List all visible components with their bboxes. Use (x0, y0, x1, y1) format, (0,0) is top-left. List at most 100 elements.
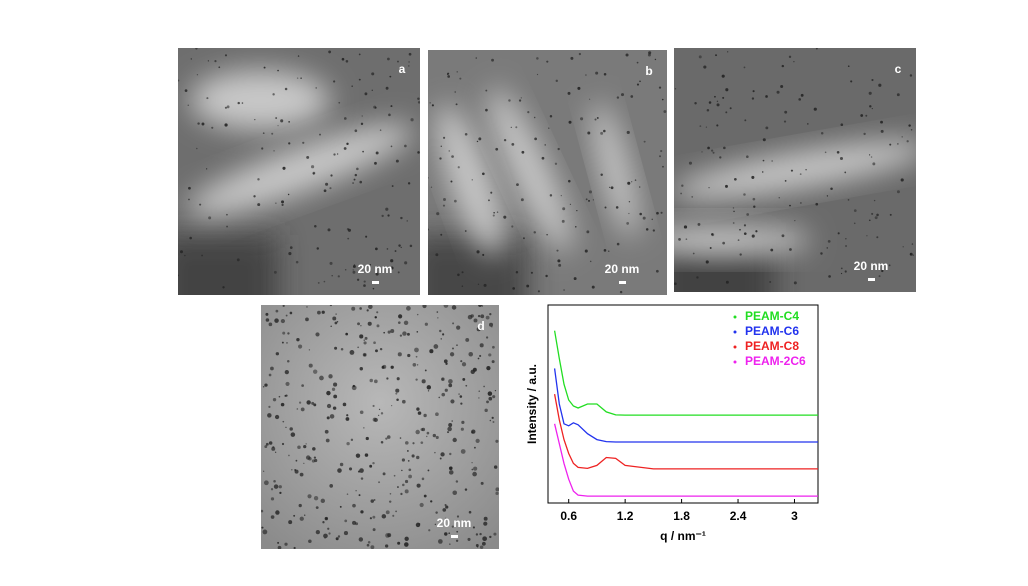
particle (404, 536, 409, 541)
particle (544, 144, 546, 146)
particle (328, 50, 332, 54)
particle (178, 79, 180, 82)
particle (406, 220, 409, 222)
particle (783, 120, 787, 123)
particle (282, 305, 285, 307)
particle (688, 161, 693, 165)
particle (257, 203, 261, 207)
particle (897, 143, 899, 145)
particle (396, 377, 400, 381)
particle (440, 233, 443, 236)
particle (515, 126, 518, 129)
particle (365, 436, 369, 441)
particle (348, 467, 353, 471)
particle (871, 107, 873, 110)
particle (784, 180, 787, 182)
bright-streak (488, 88, 572, 252)
particle (201, 254, 203, 257)
particle (367, 540, 371, 544)
particle (850, 80, 853, 83)
particle (827, 240, 831, 243)
particle (878, 275, 881, 278)
particle (420, 428, 424, 431)
particle (460, 402, 463, 405)
particle (397, 541, 401, 545)
particle (900, 178, 904, 182)
particle (379, 347, 383, 351)
x-tick-label: 2.4 (730, 509, 747, 523)
particle (329, 305, 332, 307)
particle (333, 153, 336, 156)
particle (845, 245, 848, 248)
particle (911, 243, 914, 245)
particle (188, 198, 190, 201)
scale-label: 20 nm (358, 262, 393, 276)
particle (438, 396, 441, 399)
particle (567, 91, 571, 95)
particle (722, 96, 725, 99)
particle (367, 321, 372, 326)
particle (382, 472, 386, 476)
particle (287, 360, 290, 363)
particle (300, 77, 302, 79)
particle (406, 306, 411, 311)
particle (424, 322, 428, 326)
particle (739, 253, 742, 256)
particle (360, 325, 362, 327)
particle (533, 116, 536, 119)
particle (455, 480, 459, 483)
particle (714, 95, 716, 98)
particle (455, 103, 458, 106)
particle (880, 129, 884, 133)
particle (417, 411, 422, 415)
particle (397, 271, 400, 274)
particle (418, 522, 421, 525)
particle (272, 397, 277, 402)
particle (401, 469, 403, 472)
particle (324, 537, 326, 539)
particle (337, 275, 340, 278)
particle (408, 65, 410, 67)
particle (363, 284, 366, 287)
particle (434, 451, 436, 454)
particle (288, 142, 291, 145)
particle (406, 332, 410, 336)
particle (491, 58, 494, 62)
particle (406, 450, 409, 452)
particle (345, 60, 349, 63)
particle (725, 280, 729, 284)
particle (357, 346, 360, 349)
particle (491, 416, 494, 419)
particle (794, 220, 796, 222)
particle (642, 216, 646, 220)
particle (472, 471, 477, 477)
particle (359, 468, 364, 473)
particle (639, 80, 641, 83)
particle (284, 370, 289, 375)
particle (265, 312, 269, 316)
particle (781, 64, 785, 68)
particle (442, 204, 446, 207)
particle (536, 73, 539, 76)
particle (908, 124, 911, 127)
particle (709, 247, 712, 249)
particle (441, 392, 446, 397)
particle (298, 503, 302, 508)
particle (460, 449, 466, 454)
particle (654, 58, 657, 61)
particle (788, 55, 792, 59)
particle (486, 400, 489, 404)
particle (771, 160, 773, 162)
particle (443, 136, 446, 139)
particle (576, 209, 578, 212)
particle (439, 157, 442, 160)
particle (616, 242, 620, 246)
particle (340, 348, 344, 351)
particle (495, 439, 499, 443)
particle (289, 427, 293, 431)
particle (464, 132, 468, 136)
bright-streak (186, 124, 414, 216)
particle (380, 440, 384, 444)
particle (352, 270, 356, 274)
particle (407, 459, 410, 462)
